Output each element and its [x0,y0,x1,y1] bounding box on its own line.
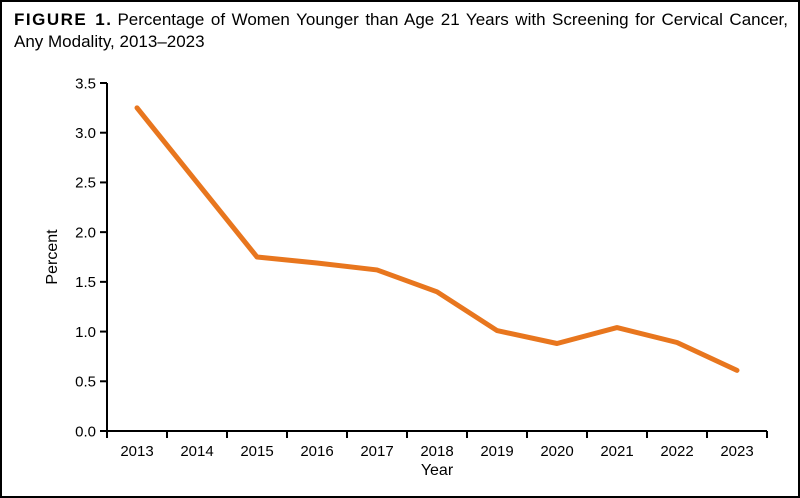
y-tick-label: 0.0 [75,423,96,440]
series-line [134,105,740,373]
x-tick-label: 2014 [180,443,213,460]
figure-label: FIGURE 1. [14,10,113,29]
x-tick-label: 2018 [420,443,453,460]
x-tick-label: 2021 [600,443,633,460]
y-tick-label: 2.0 [75,224,96,241]
y-tick-label: 0.5 [75,374,96,391]
x-tick-label: 2017 [360,443,393,460]
x-tick-label: 2020 [540,443,573,460]
x-tick-label: 2013 [120,443,153,460]
x-tick-label: 2019 [480,443,513,460]
x-tick-label: 2016 [300,443,333,460]
y-tick-label: 3.0 [75,125,96,142]
y-axis-title: Percent [44,229,61,285]
y-tick-label: 1.5 [75,274,96,291]
x-tick-label: 2023 [720,443,753,460]
y-tick-label: 2.5 [75,175,96,192]
y-tick-label: 3.5 [75,75,96,92]
y-tick-label: 1.0 [75,324,96,341]
x-tick-label: 2015 [240,443,273,460]
figure-title-text: Percentage of Women Younger than Age 21 … [14,10,789,52]
x-axis-title: Year [421,462,454,479]
figure-title: FIGURE 1. Percentage of Women Younger tha… [14,9,788,54]
x-tick-label: 2022 [660,443,693,460]
